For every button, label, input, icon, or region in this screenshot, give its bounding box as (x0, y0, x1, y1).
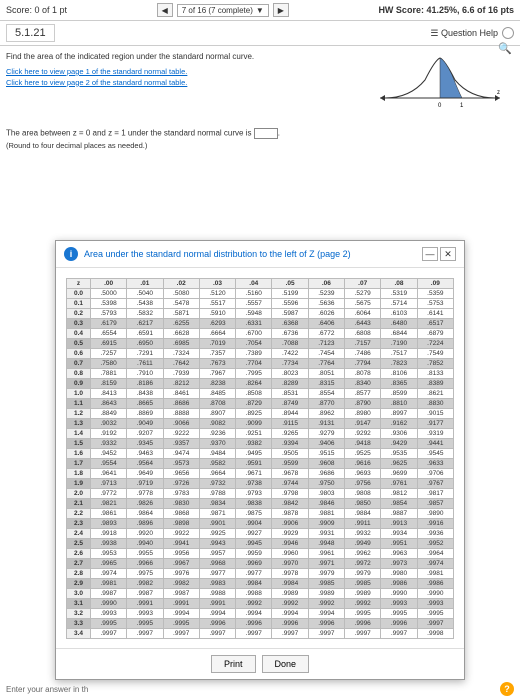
close-icon[interactable]: ✕ (440, 247, 456, 261)
round-note: (Round to four decimal places as needed.… (6, 141, 514, 150)
enter-answer-text: Enter your answer in th (6, 685, 88, 694)
svg-text:0: 0 (438, 103, 442, 109)
print-button[interactable]: Print (211, 655, 256, 673)
question-number: 5.1.21 (6, 24, 55, 42)
svg-text:z: z (497, 90, 500, 96)
next-button[interactable]: ▶ (273, 3, 289, 17)
score-label: Score: 0 of 1 pt (6, 5, 67, 15)
svg-text:1: 1 (460, 103, 464, 109)
answer-line: The area between z = 0 and z = 1 under t… (6, 128, 514, 139)
z-table-modal: i Area under the standard normal distrib… (55, 240, 465, 680)
magnify-icon[interactable]: 🔍 (498, 42, 512, 55)
minimize-icon[interactable]: — (422, 247, 438, 261)
hw-score: HW Score: 41.25%, 6.6 of 16 pts (378, 5, 514, 15)
info-icon: i (64, 247, 78, 261)
gear-icon[interactable] (502, 27, 514, 39)
normal-curve: 0 1 z (380, 50, 500, 110)
prev-button[interactable]: ◀ (157, 3, 173, 17)
answer-input[interactable] (254, 128, 278, 139)
z-table: z.00.01.02.03.04.05.06.07.08.09 0.0.5000… (66, 278, 454, 639)
help-icon[interactable]: ? (500, 682, 514, 696)
done-button[interactable]: Done (262, 655, 310, 673)
question-help-link[interactable]: ☰ Question Help (430, 28, 498, 39)
modal-title: Area under the standard normal distribut… (84, 249, 422, 259)
progress-dropdown[interactable]: 7 of 16 (7 complete)▼ (177, 4, 269, 17)
